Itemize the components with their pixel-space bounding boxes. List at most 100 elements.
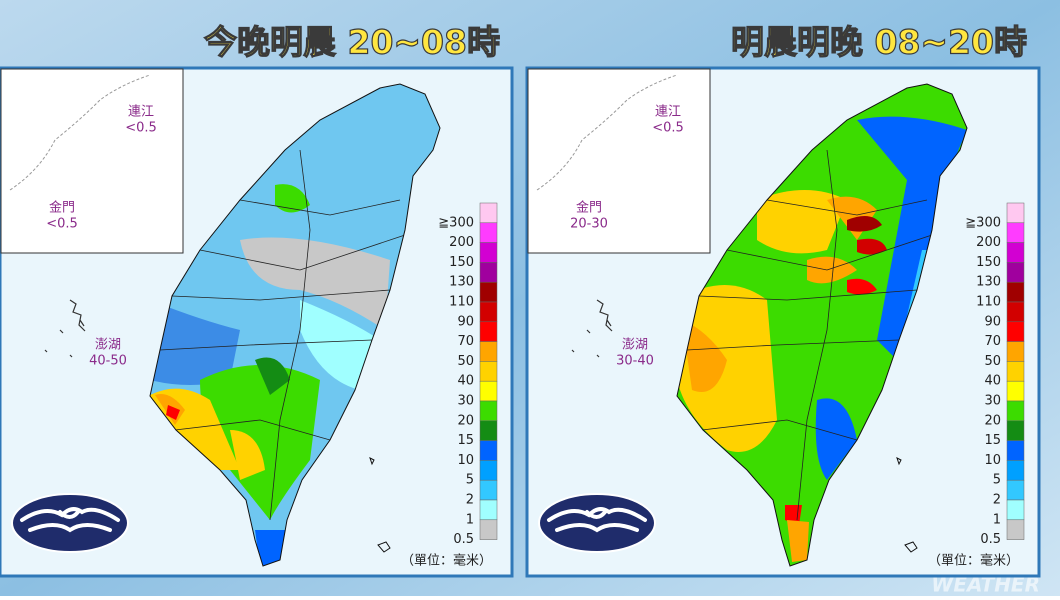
legend-label: 20 [457, 413, 474, 428]
legend-label: 200 [449, 235, 474, 250]
region-name: 連江 [128, 105, 154, 120]
island [369, 457, 391, 553]
legend-label: 2 [466, 493, 474, 508]
legend-label: 40 [984, 374, 1001, 389]
legend-label: 130 [449, 275, 474, 290]
legend-label: 150 [976, 255, 1001, 270]
legend-label: ≧300 [438, 215, 474, 230]
region-name: 澎湖 [622, 338, 648, 353]
legend-swatch [1006, 222, 1025, 243]
unit-label: （單位：毫米） [928, 553, 1019, 569]
region-value: 40-50 [89, 354, 127, 369]
legend-label: 2 [993, 493, 1001, 508]
inset-box [0, 68, 184, 254]
legend-label: 110 [449, 295, 474, 310]
logo-swirl [20, 507, 120, 533]
legend-label: 70 [984, 334, 1001, 349]
legend-swatch [479, 460, 498, 481]
legend-swatch [479, 341, 498, 362]
legend-swatch [479, 440, 498, 461]
rain-area [200, 365, 320, 520]
legend-swatch [479, 380, 498, 402]
coastline [676, 83, 968, 567]
legend-swatch [479, 400, 498, 422]
legend-swatch [1006, 341, 1025, 362]
rain-area [677, 285, 777, 452]
legend-swatch [1006, 380, 1025, 402]
legend-label: 90 [984, 314, 1001, 329]
rain-area [847, 278, 877, 295]
rain-area [847, 216, 882, 232]
rain-area [150, 300, 240, 385]
county-borders [686, 149, 933, 521]
region-name: 澎湖 [95, 338, 121, 353]
legend-label: 10 [457, 453, 474, 468]
penghu-islands [44, 299, 86, 358]
legend-label: 30 [984, 394, 1001, 409]
map-panel: 今晚明晨 20~08時連江<0.5金門<0.5澎湖40-50≧300200150… [0, 22, 514, 578]
legend-swatch [479, 479, 498, 501]
legend-label: 1 [466, 512, 474, 527]
legend-swatch [479, 301, 498, 323]
rain-area [166, 405, 180, 420]
legend-swatch [1006, 361, 1025, 382]
region-value: 30-40 [616, 354, 654, 369]
rain-area [255, 530, 285, 566]
logo [538, 493, 656, 553]
legend-label: 5 [993, 473, 1001, 488]
legend-label: 1 [993, 512, 1001, 527]
unit-label: （單位：毫米） [401, 553, 492, 569]
legend-swatch [479, 242, 498, 263]
legend-label: 40 [457, 374, 474, 389]
legend-swatch [1006, 519, 1025, 540]
inset-box [527, 68, 711, 254]
panel-title: 明晨明晚 08~20時 [731, 23, 1027, 62]
logo [11, 493, 129, 553]
legend-swatch [1006, 400, 1025, 422]
rain-area [240, 237, 390, 330]
legend-swatch [1006, 262, 1025, 283]
rain-area [787, 520, 809, 562]
legend-label: 70 [457, 334, 474, 349]
legend-swatch [479, 361, 498, 382]
legend-swatch [1006, 460, 1025, 481]
legend-swatch [479, 222, 498, 243]
island [896, 457, 918, 553]
legend-swatch [479, 262, 498, 283]
legend-label: 90 [457, 314, 474, 329]
region-name: 金門 [49, 200, 75, 216]
rain-area [300, 300, 380, 390]
legend-swatch [479, 499, 498, 521]
region-name: 金門 [576, 200, 602, 216]
rain-area [815, 398, 857, 480]
map-panel: 明晨明晚 08~20時連江<0.5金門20-30澎湖30-40≧30020015… [525, 22, 1041, 578]
legend-swatch [1006, 301, 1025, 323]
region-value: 20-30 [570, 217, 608, 232]
rain-area [682, 320, 727, 392]
legend-swatch [479, 321, 498, 342]
coastline [149, 83, 441, 567]
legend-swatch [1006, 202, 1025, 224]
legend-swatch [479, 202, 498, 224]
inset-coast [536, 74, 678, 191]
county-borders [159, 149, 406, 521]
legend-swatch [1006, 321, 1025, 342]
legend-label: 20 [984, 413, 1001, 428]
legend-label: 30 [457, 394, 474, 409]
rain-area [757, 190, 847, 254]
legend-swatch [1006, 242, 1025, 263]
legend-label: 0.5 [980, 532, 1001, 547]
legend-swatch [1006, 440, 1025, 461]
rain-area [255, 357, 290, 395]
legend-swatch [1006, 479, 1025, 501]
legend-label: 5 [466, 473, 474, 488]
legend-swatch [479, 420, 498, 441]
legend-swatch [1006, 420, 1025, 441]
legend-label: 50 [984, 354, 1001, 369]
legend-label: 0.5 [453, 532, 474, 547]
inset-coast [9, 74, 151, 191]
legend-label: 50 [457, 354, 474, 369]
rain-area [230, 430, 265, 480]
